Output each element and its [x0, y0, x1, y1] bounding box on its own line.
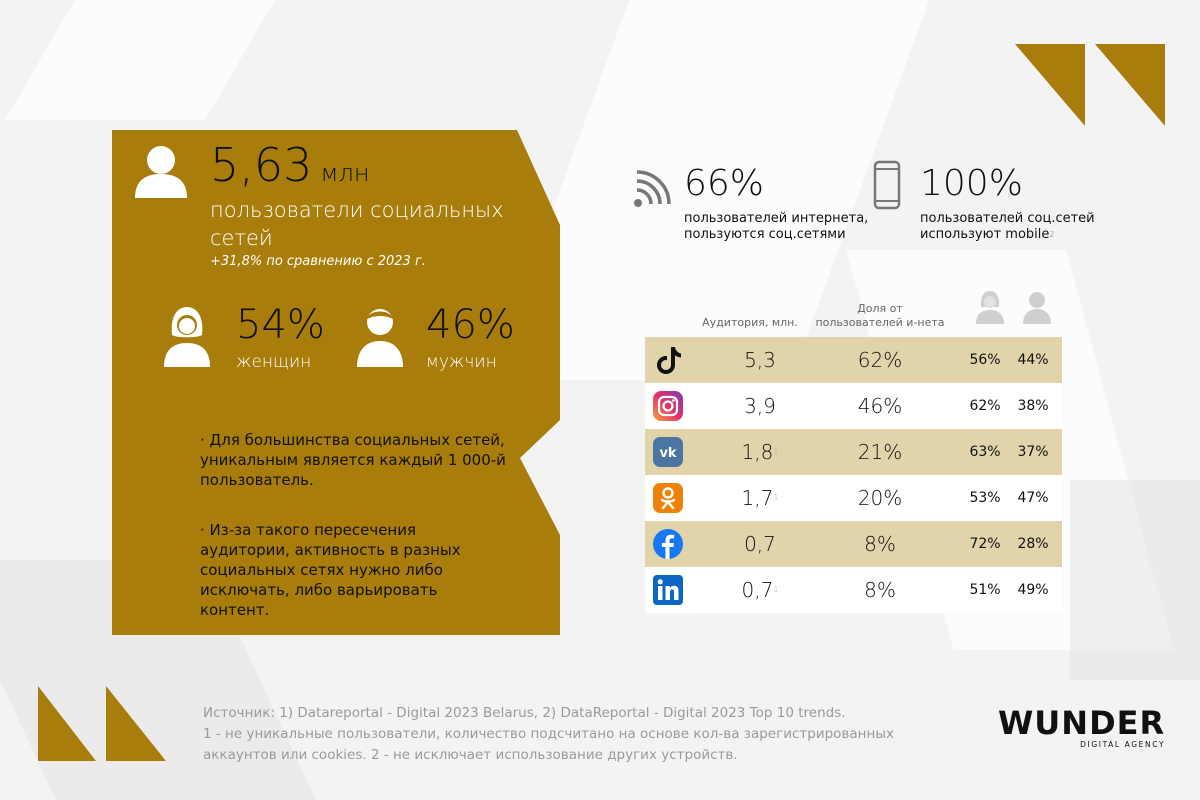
male-share: 28% — [1017, 536, 1049, 552]
table-row: vk 1,81 21% 63% 37% — [645, 429, 1062, 475]
men-value: 46% — [426, 302, 515, 348]
table-row: 0,71 8% 51% 49% — [645, 567, 1062, 613]
male-share: 47% — [1017, 490, 1049, 506]
female-share: 72% — [969, 536, 1001, 552]
mobile-stat-value: 100% — [920, 163, 1023, 204]
person-icon — [135, 146, 187, 198]
man-icon — [1023, 292, 1051, 324]
wifi-icon — [634, 170, 671, 207]
female-share: 62% — [969, 398, 1001, 414]
male-share: 38% — [1017, 398, 1049, 414]
audience-value: 0,7 — [744, 532, 776, 556]
bottom-left-chevron-decoration — [38, 686, 166, 761]
column-header-audience: Аудитория, млн. — [702, 316, 798, 329]
woman-icon — [164, 307, 210, 367]
hero-value: 5,63 млн — [210, 138, 370, 192]
linkedin-icon — [653, 575, 683, 605]
share-value: 62% — [857, 348, 903, 372]
odnoklassniki-icon — [653, 483, 683, 513]
male-share: 49% — [1017, 582, 1049, 598]
note-unique-users: · Для большинства социальных сетей, уник… — [200, 431, 506, 489]
audience-value: 0,71 — [741, 578, 779, 602]
instagram-icon — [653, 391, 683, 421]
audience-value: 1,81 — [741, 440, 779, 464]
female-share: 51% — [969, 582, 1001, 598]
wunder-logo: WUNDER DIGITAL AGENCY — [998, 707, 1165, 749]
audience-value: 3,9 — [744, 394, 776, 418]
share-value: 46% — [857, 394, 903, 418]
table-row: 0,7 8% 72% 28% — [645, 521, 1062, 567]
table-row: 5,3 62% 56% 44% — [645, 337, 1062, 383]
female-share: 56% — [969, 352, 1001, 368]
mobile-footnote: 2 — [1049, 230, 1055, 239]
share-value: 21% — [857, 440, 903, 464]
table-row: 3,9 46% 62% 38% — [645, 383, 1062, 429]
audience-value: 5,3 — [744, 348, 776, 372]
tiktok-icon — [657, 347, 681, 374]
source-footnote: Источник: 1) Datareportal - Digital 2023… — [203, 705, 894, 763]
share-value: 8% — [864, 578, 896, 602]
male-share: 44% — [1017, 352, 1049, 368]
hero-label: пользователи социальных сетей — [210, 198, 504, 250]
social-networks-table: 5,3 62% 56% 44% 3,9 46% 62% 38% v — [645, 337, 1062, 613]
man-icon — [357, 309, 403, 367]
share-value: 20% — [857, 486, 903, 510]
logo-subtitle: DIGITAL AGENCY — [1080, 740, 1166, 749]
female-share: 53% — [969, 490, 1001, 506]
top-right-chevron-decoration — [1015, 44, 1165, 126]
vk-icon: vk — [653, 437, 683, 467]
women-value: 54% — [236, 302, 325, 348]
table-row: 1,71 20% 53% 47% — [645, 475, 1062, 521]
summary-panel: 5,63 млн пользователи социальных сетей +3… — [112, 130, 562, 635]
facebook-icon — [653, 529, 683, 559]
men-label: мужчин — [426, 352, 497, 372]
internet-stat-label: пользователей интернета, пользуются соц.… — [684, 211, 869, 242]
woman-icon — [976, 291, 1004, 324]
svg-text:vk: vk — [659, 446, 676, 461]
male-share: 37% — [1017, 444, 1049, 460]
share-value: 8% — [864, 532, 896, 556]
column-header-share: Доля от пользователей и-нета — [815, 302, 945, 329]
internet-stat-value: 66% — [684, 163, 765, 204]
mobile-stat-label: пользователей соц.сетей используют mobil… — [920, 211, 1095, 242]
logo-wordmark: WUNDER — [998, 704, 1166, 742]
note-audience-overlap: · Из-за такого пересечения аудитории, ак… — [200, 521, 461, 619]
hero-unit: млн — [320, 159, 370, 187]
hero-change: +31,8% по сравнению с 2023 г. — [210, 254, 426, 269]
female-share: 63% — [969, 444, 1001, 460]
women-label: женщин — [236, 352, 312, 372]
smartphone-icon — [873, 160, 901, 210]
audience-value: 1,71 — [741, 486, 779, 510]
